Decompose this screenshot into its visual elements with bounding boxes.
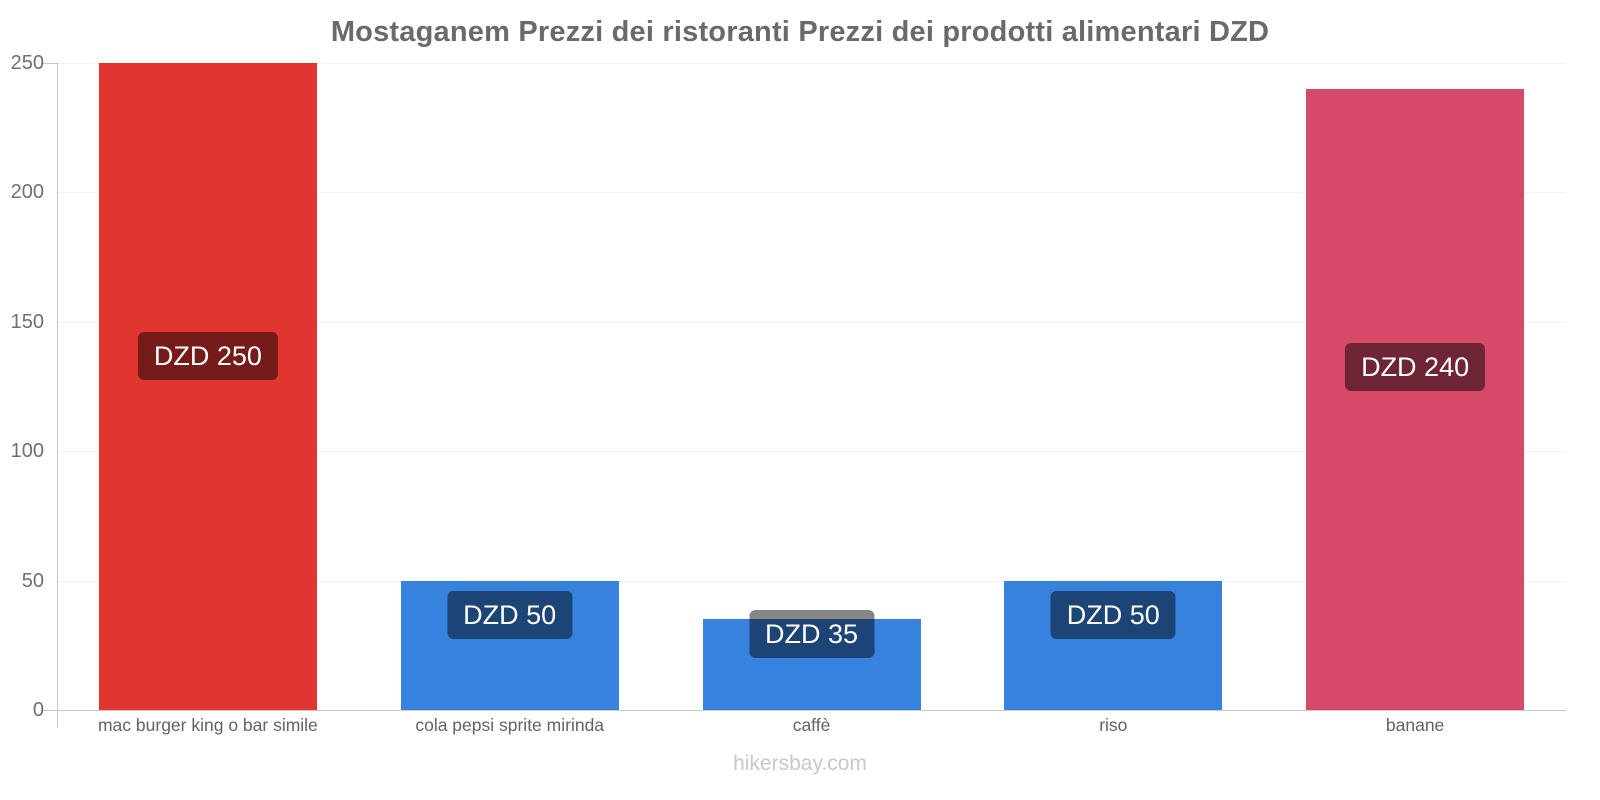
bar-value-label: DZD 50 [447, 591, 573, 639]
x-category-label: mac burger king o bar simile [97, 715, 318, 735]
gridline [57, 580, 1566, 582]
watermark: hikersbay.com [733, 752, 867, 775]
y-tick-label: 100 [10, 440, 44, 463]
bar-2[interactable] [400, 580, 619, 710]
y-tick-label: 200 [10, 181, 44, 204]
gridline [57, 192, 1566, 194]
y-axis-tick [42, 63, 57, 64]
bar-5[interactable] [1306, 88, 1525, 710]
y-tick-label: 0 [32, 699, 44, 721]
bar-value-label: DZD 35 [748, 610, 875, 658]
bar-4[interactable] [1004, 580, 1223, 710]
bar-1[interactable] [98, 63, 317, 710]
bar-value-label: DZD 50 [1050, 591, 1176, 639]
bar-3[interactable] [702, 619, 921, 710]
gridline [57, 451, 1566, 453]
y-tick-label: 150 [10, 310, 44, 333]
y-axis-line [57, 63, 58, 728]
bar-value-label: DZD 250 [137, 332, 278, 380]
x-category-label: banane [1385, 715, 1445, 735]
chart-title: Mostaganem Prezzi dei ristoranti Prezzi … [330, 16, 1270, 48]
gridline [57, 321, 1566, 323]
x-category-label: riso [1099, 715, 1128, 735]
x-axis-line [57, 710, 1566, 711]
x-category-label: caffè [792, 715, 831, 735]
y-tick-label: 50 [21, 569, 44, 592]
y-tick-label: 250 [10, 52, 44, 74]
bar-value-label: DZD 240 [1345, 343, 1486, 391]
gridline [57, 63, 1566, 64]
x-category-label: cola pepsi sprite mirinda [415, 715, 605, 735]
y-axis-tick [42, 710, 57, 711]
